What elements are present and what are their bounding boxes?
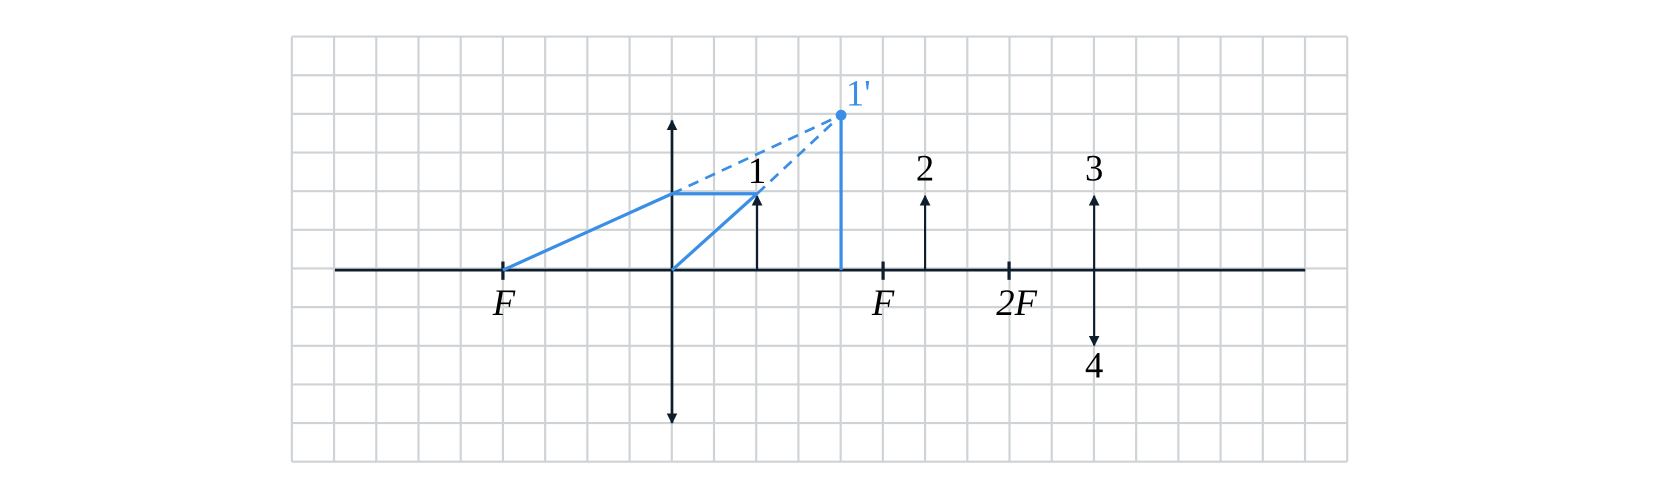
label: 1' — [846, 72, 871, 113]
image-point — [835, 109, 847, 121]
label: 4 — [1085, 345, 1103, 386]
label: 1 — [748, 150, 766, 191]
label: 2F — [996, 282, 1037, 323]
grid — [290, 35, 1349, 463]
label: 2 — [916, 148, 934, 189]
virtual-rays — [671, 113, 842, 195]
label: F — [871, 282, 895, 323]
label: 3 — [1085, 148, 1103, 189]
focus-ticks — [501, 261, 1011, 280]
label: F — [492, 282, 516, 323]
